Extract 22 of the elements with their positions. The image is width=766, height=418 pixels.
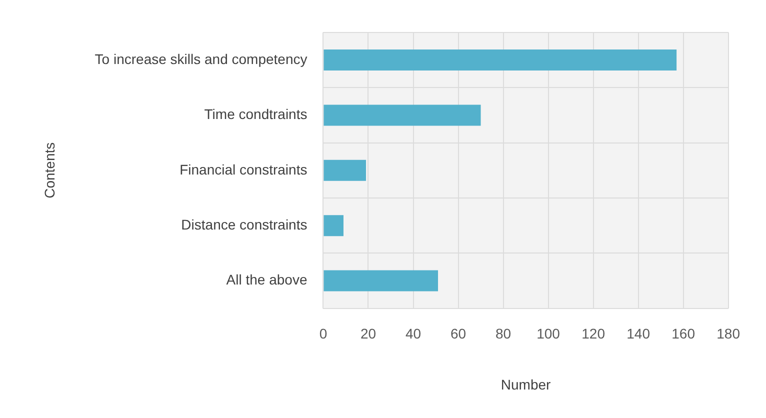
bar [324, 215, 344, 236]
bar [324, 50, 677, 70]
bar [324, 104, 481, 126]
y-tick-label: Time condtraints [204, 106, 308, 122]
y-tick-label: All the above [226, 272, 308, 288]
y-axis-title: Contents [41, 142, 58, 198]
x-tick-label: 0 [319, 326, 328, 342]
bar [324, 270, 438, 292]
x-tick-label: 60 [450, 326, 466, 342]
bar [324, 160, 366, 181]
x-tick-label: 100 [536, 326, 560, 342]
y-tick-label: Financial constraints [180, 161, 308, 178]
x-tick-label: 120 [582, 326, 606, 342]
x-axis-title: Number [500, 376, 552, 392]
x-tick-label: 40 [405, 326, 422, 342]
x-tick-label: 180 [716, 326, 740, 342]
x-tick-label: 80 [495, 326, 512, 342]
y-tick-label: Distance constraints [181, 216, 308, 232]
y-tick-label: To increase skills and competency [94, 50, 308, 67]
x-tick-label: 160 [672, 326, 696, 342]
x-tick-label: 20 [360, 326, 376, 342]
x-tick-label: 140 [626, 326, 650, 342]
